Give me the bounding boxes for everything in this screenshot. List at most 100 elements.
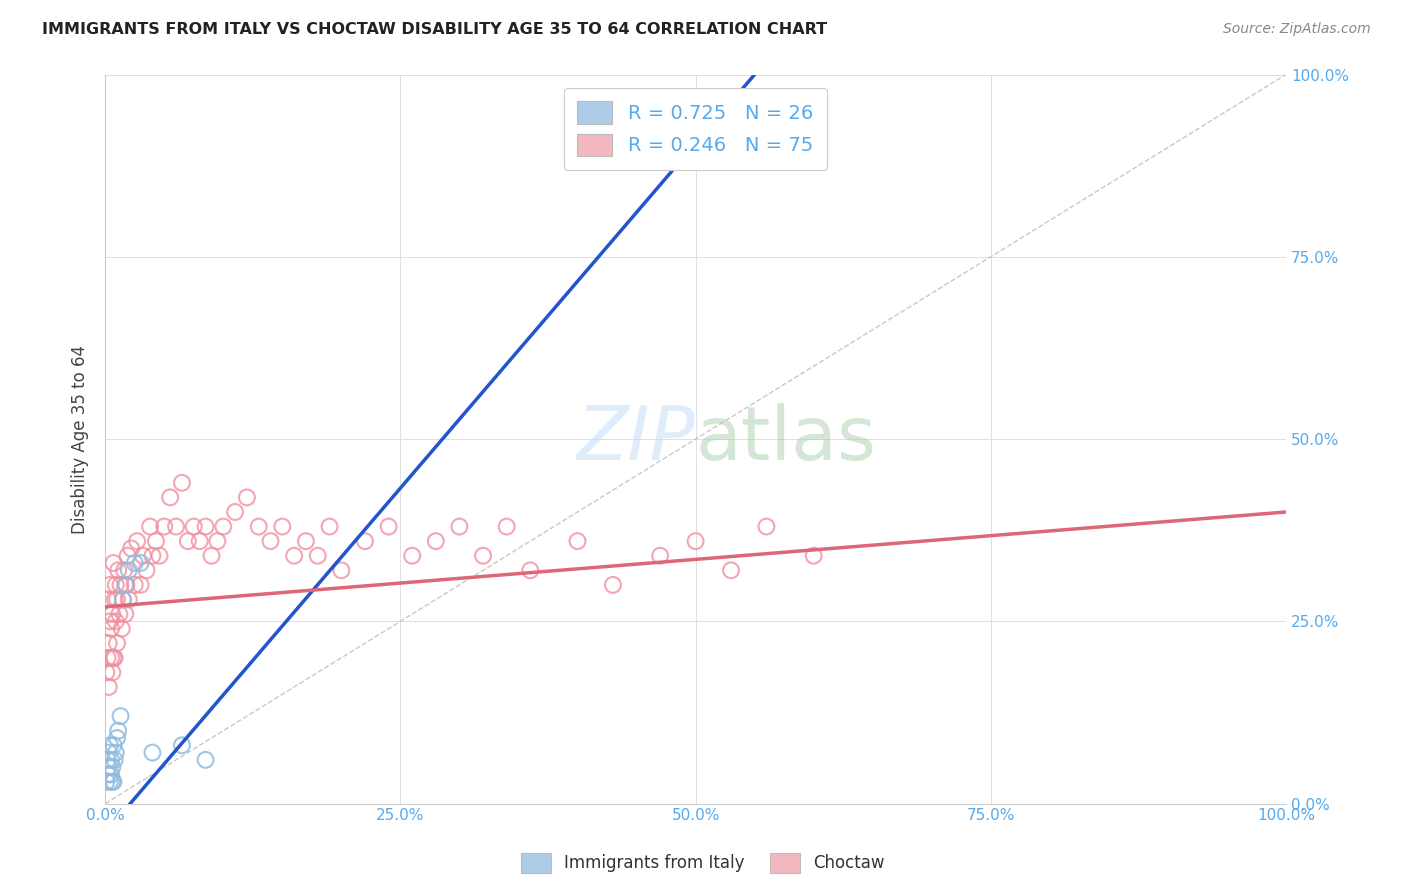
Point xyxy=(271,519,294,533)
Point xyxy=(101,607,124,621)
Point xyxy=(110,578,132,592)
Point xyxy=(295,534,318,549)
Point xyxy=(104,650,127,665)
Point xyxy=(98,578,121,592)
Point xyxy=(354,534,377,549)
Text: Source: ZipAtlas.com: Source: ZipAtlas.com xyxy=(1223,22,1371,37)
Point xyxy=(104,592,127,607)
Point xyxy=(105,592,128,607)
Point xyxy=(97,636,120,650)
Point xyxy=(117,549,139,563)
Point xyxy=(141,746,163,760)
Point xyxy=(495,519,517,533)
Point xyxy=(111,592,134,607)
Point xyxy=(111,592,134,607)
Point xyxy=(96,774,118,789)
Point xyxy=(153,519,176,533)
Point xyxy=(650,549,672,563)
Point xyxy=(114,578,136,592)
Point xyxy=(247,519,270,533)
Legend: Immigrants from Italy, Choctaw: Immigrants from Italy, Choctaw xyxy=(515,847,891,880)
Point xyxy=(141,549,163,563)
Point xyxy=(159,491,181,505)
Point xyxy=(148,549,170,563)
Text: IMMIGRANTS FROM ITALY VS CHOCTAW DISABILITY AGE 35 TO 64 CORRELATION CHART: IMMIGRANTS FROM ITALY VS CHOCTAW DISABIL… xyxy=(42,22,827,37)
Point xyxy=(97,650,120,665)
Point xyxy=(118,563,141,577)
Point xyxy=(259,534,281,549)
Point xyxy=(200,549,222,563)
Point xyxy=(108,607,131,621)
Point xyxy=(104,746,127,760)
Point xyxy=(472,549,495,563)
Point xyxy=(104,615,127,629)
Point xyxy=(101,774,124,789)
Point xyxy=(110,709,132,723)
Point xyxy=(112,563,135,577)
Point xyxy=(224,505,246,519)
Point xyxy=(519,563,541,577)
Point xyxy=(118,592,141,607)
Point xyxy=(104,753,127,767)
Y-axis label: Disability Age 35 to 64: Disability Age 35 to 64 xyxy=(72,344,89,533)
Point xyxy=(401,549,423,563)
Point xyxy=(165,519,187,533)
Point xyxy=(100,622,122,636)
Point xyxy=(170,475,193,490)
Point xyxy=(98,774,121,789)
Point xyxy=(194,519,217,533)
Point xyxy=(330,563,353,577)
Point xyxy=(101,760,124,774)
Point xyxy=(97,592,120,607)
Point xyxy=(803,549,825,563)
Point xyxy=(602,578,624,592)
Point xyxy=(170,739,193,753)
Point xyxy=(127,534,149,549)
Point xyxy=(425,534,447,549)
Point xyxy=(124,556,146,570)
Point xyxy=(236,491,259,505)
Point xyxy=(567,534,589,549)
Point xyxy=(132,549,155,563)
Point xyxy=(103,739,125,753)
Point xyxy=(307,549,329,563)
Point xyxy=(207,534,229,549)
Point xyxy=(105,731,128,745)
Point xyxy=(318,519,340,533)
Point xyxy=(104,578,127,592)
Point xyxy=(97,680,120,694)
Point xyxy=(97,746,120,760)
Point xyxy=(135,563,157,577)
Point xyxy=(97,753,120,767)
Point xyxy=(98,615,121,629)
Point xyxy=(685,534,707,549)
Point xyxy=(103,774,125,789)
Text: atlas: atlas xyxy=(696,402,876,475)
Point xyxy=(449,519,471,533)
Point xyxy=(129,578,152,592)
Point xyxy=(101,665,124,680)
Point xyxy=(120,541,142,556)
Point xyxy=(107,723,129,738)
Point xyxy=(100,767,122,781)
Point xyxy=(755,519,778,533)
Point xyxy=(188,534,211,549)
Point xyxy=(145,534,167,549)
Point xyxy=(96,665,118,680)
Point xyxy=(115,578,138,592)
Point xyxy=(100,650,122,665)
Point xyxy=(103,556,125,570)
Point xyxy=(107,563,129,577)
Point xyxy=(283,549,305,563)
Point xyxy=(111,622,134,636)
Point xyxy=(720,563,742,577)
Point xyxy=(97,760,120,774)
Point xyxy=(105,636,128,650)
Point xyxy=(377,519,399,533)
Point xyxy=(114,607,136,621)
Point xyxy=(100,753,122,767)
Point xyxy=(103,650,125,665)
Point xyxy=(183,519,205,533)
Point xyxy=(97,767,120,781)
Point xyxy=(177,534,200,549)
